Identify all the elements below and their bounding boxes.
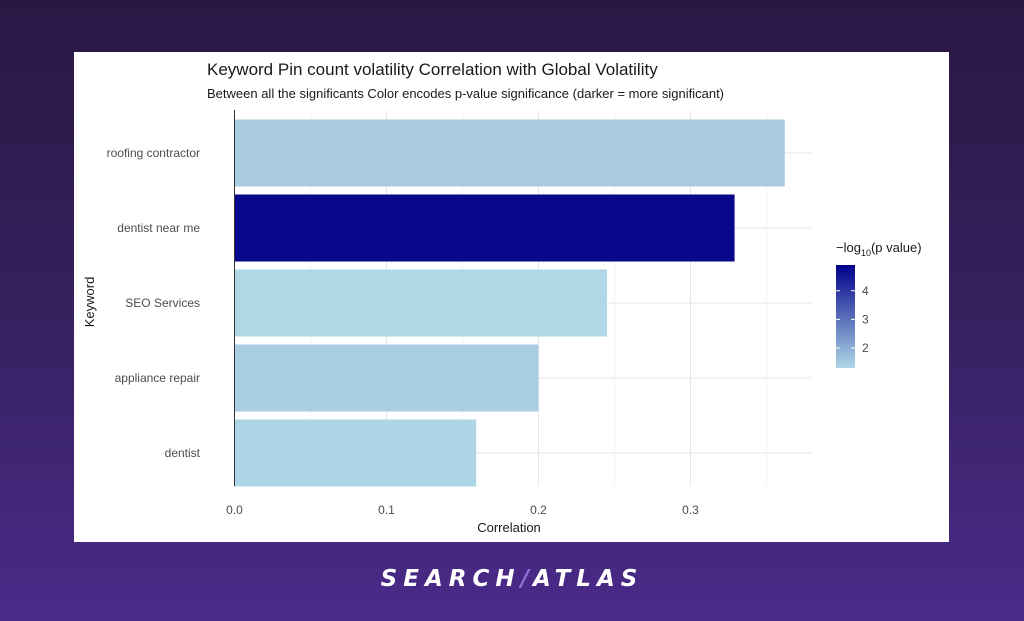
bar-appliance-repair <box>234 344 539 412</box>
search-atlas-logo: SEARCH/ATLAS <box>380 566 644 592</box>
color-legend: −log10(p value) 2 3 4 <box>836 240 922 368</box>
bar-seo-services <box>234 269 607 337</box>
x-tick-label: 0.3 <box>682 503 699 517</box>
bars <box>234 119 785 487</box>
y-tick-label: appliance repair <box>115 371 200 385</box>
x-tick-label: 0.2 <box>530 503 547 517</box>
y-tick-label: dentist <box>165 446 201 460</box>
chart-subtitle: Between all the significants Color encod… <box>207 86 724 101</box>
chart-title: Keyword Pin count volatility Correlation… <box>207 60 658 79</box>
bar-dentist-near-me <box>234 194 735 262</box>
legend-title: −log10(p value) <box>836 240 922 258</box>
x-tick-label: 0.0 <box>226 503 243 517</box>
y-tick-labels: roofing contractor dentist near me SEO Ser… <box>107 146 201 460</box>
bar-dentist <box>234 419 477 487</box>
x-axis-label: Correlation <box>477 520 541 535</box>
y-axis-label: Keyword <box>82 277 97 328</box>
bar-chart: Keyword Pin count volatility Correlation… <box>82 60 922 535</box>
bar-roofing-contractor <box>234 119 785 187</box>
legend-tick-label: 3 <box>862 312 869 326</box>
y-tick-label: dentist near me <box>117 221 200 235</box>
legend-tick-label: 4 <box>862 284 869 298</box>
chart-card: Keyword Pin count volatility Correlation… <box>74 52 949 542</box>
legend-colorbar <box>836 265 855 368</box>
y-tick-label: roofing contractor <box>107 146 200 160</box>
y-tick-label: SEO Services <box>125 296 200 310</box>
x-tick-labels: 0.0 0.1 0.2 0.3 <box>226 503 699 517</box>
x-tick-label: 0.1 <box>378 503 395 517</box>
legend-tick-label: 2 <box>862 341 869 355</box>
